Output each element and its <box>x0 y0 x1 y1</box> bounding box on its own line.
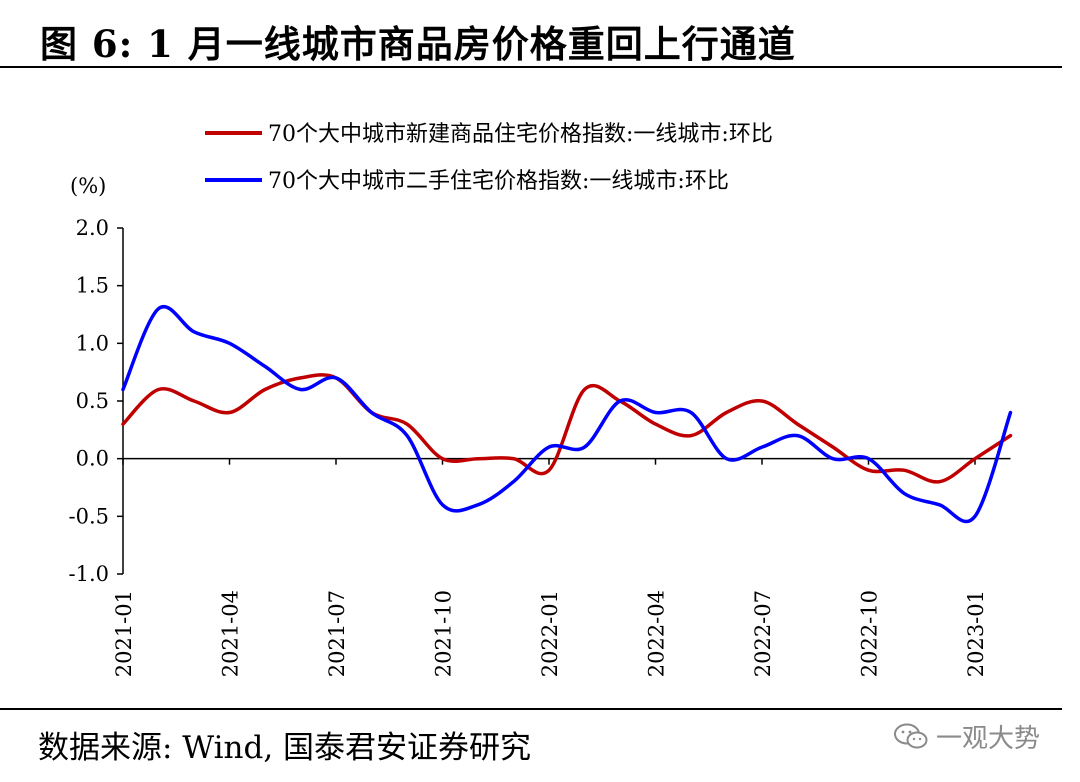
y-tick-label: 2.0 <box>76 216 109 240</box>
y-tick-label: 1.0 <box>76 331 109 355</box>
series-line-second-hand <box>121 304 1013 524</box>
watermark-text: 一观大势 <box>936 724 1041 754</box>
figure-title: 图 6: 1 月一线城市商品房价格重回上行通道 <box>40 22 796 66</box>
series-group <box>121 304 1013 524</box>
y-axis: 2.0 1.5 1.0 0.5 0.0 -0.5 -1.0 <box>69 216 124 586</box>
legend-label: 70个大中城市二手住宅价格指数:一线城市:环比 <box>268 169 729 194</box>
x-tick-label: 2021-07 <box>325 590 349 677</box>
series-line-new-homes <box>121 373 1013 484</box>
line-chart: 70个大中城市新建商品住宅价格指数:一线城市:环比 70个大中城市二手住宅价格指数… <box>69 122 1013 677</box>
y-unit-label: (%) <box>70 174 106 198</box>
x-tick-label: 2022-01 <box>538 590 562 677</box>
y-tick-label: 0.0 <box>76 447 109 471</box>
title-rule <box>0 66 1062 68</box>
legend: 70个大中城市新建商品住宅价格指数:一线城市:环比 70个大中城市二手住宅价格指数… <box>205 122 773 194</box>
x-tick-label: 2022-07 <box>751 590 775 677</box>
x-tick-label: 2022-10 <box>858 590 882 677</box>
y-tick-label: 0.5 <box>76 389 109 413</box>
source-note: 数据来源: Wind, 国泰君安证券研究 <box>38 730 532 766</box>
x-tick-label: 2023-01 <box>964 590 988 677</box>
x-tick-label: 2022-04 <box>645 590 669 677</box>
y-tick-label: -0.5 <box>69 504 110 528</box>
wechat-icon <box>894 723 928 748</box>
x-tick-label: 2021-04 <box>219 590 243 677</box>
legend-label: 70个大中城市新建商品住宅价格指数:一线城市:环比 <box>268 122 773 147</box>
x-tick-label: 2021-01 <box>112 590 136 677</box>
y-tick-label: 1.5 <box>76 274 109 298</box>
y-tick-label: -1.0 <box>69 562 110 586</box>
footer-rule <box>0 708 1062 710</box>
x-tick-label: 2021-10 <box>432 590 456 677</box>
x-axis: 2021-01 2021-04 2021-07 2021-10 2022-01 2022-… <box>112 457 1011 677</box>
watermark: 一观大势 <box>894 718 1040 755</box>
chart-area: 70个大中城市新建商品住宅价格指数:一线城市:环比 70个大中城市二手住宅价格指数… <box>0 70 1080 706</box>
